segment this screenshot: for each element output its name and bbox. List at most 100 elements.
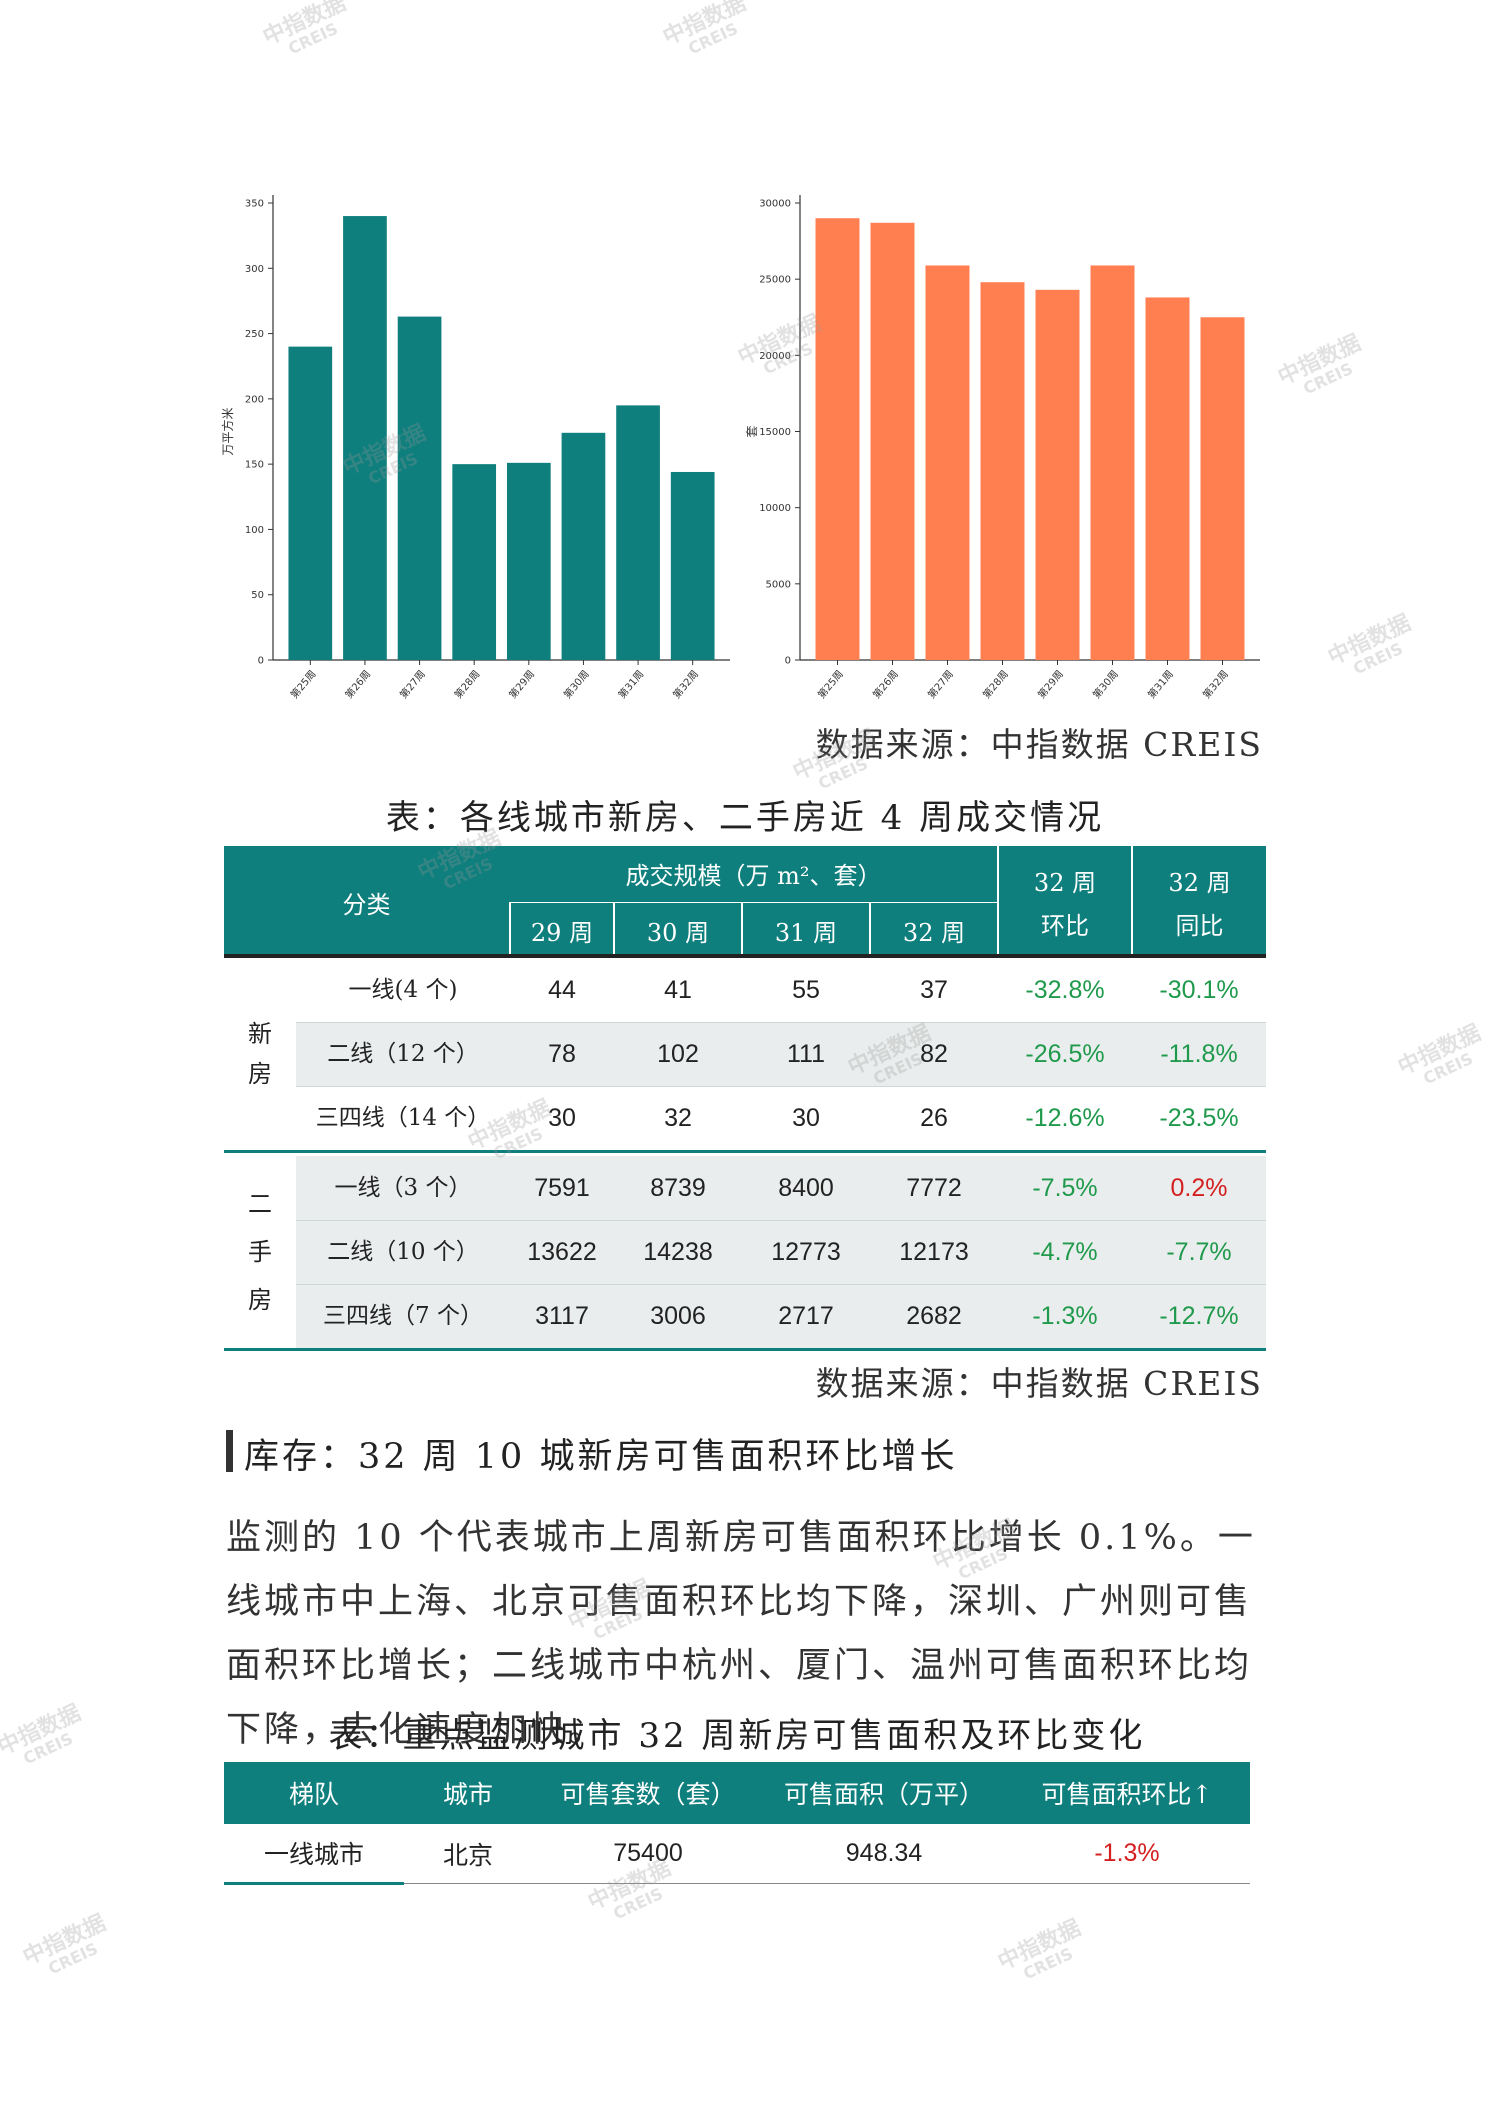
cell-mom: -32.8%: [1025, 976, 1105, 1004]
bar: [397, 316, 442, 660]
cell-yoy: -12.7%: [1159, 1302, 1239, 1330]
x-tick-label: 第26周: [870, 668, 901, 701]
row-label: 三四线（7 个）: [323, 1303, 483, 1329]
watermark: 中指数据 CREIS: [659, 0, 758, 67]
bar: [616, 405, 660, 660]
header-units: 可售套数（套）: [532, 1762, 764, 1824]
bar: [288, 346, 333, 660]
row-label: 二线（12 个）: [327, 1041, 479, 1067]
watermark-cn: 中指数据: [19, 1910, 110, 1971]
bar: [1035, 289, 1080, 660]
row-divider: [296, 1284, 1266, 1285]
bar: [561, 432, 606, 660]
table2-caption: 表：重点监测城市 32 周新房可售面积及环比变化: [328, 1716, 1146, 1756]
x-tick-label: 第29周: [506, 668, 537, 701]
cell-mom: -1.3%: [1032, 1302, 1098, 1330]
y-tick-label: 350: [245, 199, 264, 210]
cell-yoy: -7.7%: [1166, 1238, 1232, 1266]
group-char: 房: [248, 1286, 272, 1314]
cell-area: 948.34: [764, 1824, 1004, 1884]
heading-bar: [226, 1430, 233, 1472]
group-char: 房: [248, 1060, 272, 1088]
header-week-29: 29 周: [509, 902, 614, 958]
row-shading: [296, 1156, 1266, 1220]
cell: 26: [920, 1104, 948, 1132]
bar: [815, 218, 860, 660]
new-home-bar-chart: 0 50 100 150 200 250 300 350 第25周 第26周 第27周 第28周 第29…: [220, 195, 730, 701]
cell-mom: -12.6%: [1025, 1104, 1105, 1132]
watermark-en: CREIS: [1420, 1048, 1476, 1089]
x-tick-label: 第30周: [561, 668, 592, 701]
x-tick-label: 第26周: [342, 668, 373, 701]
watermark: 中指数据 CREIS: [1324, 611, 1423, 686]
y-tick-label: 5000: [766, 579, 791, 590]
bar: [1090, 265, 1135, 660]
y-tick-label: 20000: [759, 351, 791, 362]
row-divider: [296, 1022, 1266, 1023]
cell: 78: [548, 1040, 576, 1068]
y-tick-label: 10000: [759, 503, 791, 514]
watermark-cn: 中指数据: [0, 1700, 85, 1761]
section-heading: 库存：32 周 10 城新房可售面积环比增长: [244, 1437, 958, 1477]
x-tick-label: 第28周: [451, 668, 482, 701]
cell: 14238: [643, 1238, 713, 1266]
cell-area-mom: -1.3%: [1004, 1824, 1250, 1884]
cell: 8400: [778, 1174, 834, 1202]
group-label-new: 新 房: [224, 958, 296, 1150]
cell: 30: [792, 1104, 820, 1132]
cell: 41: [664, 976, 692, 1004]
row-label: 二线（10 个）: [327, 1239, 479, 1265]
y-tick-label: 30000: [759, 199, 791, 210]
group-label-second-hand: 二 手 房: [224, 1156, 296, 1348]
row-divider: [296, 1220, 1266, 1221]
watermark-cn: 中指数据: [994, 1915, 1085, 1976]
y-axis-label: 套: [745, 425, 759, 437]
data-source-1: 数据来源：中指数据 CREIS: [815, 725, 1263, 764]
watermark: 中指数据 CREIS: [19, 1910, 118, 1986]
cell: 37: [920, 976, 948, 1004]
cell-tier: 一线城市: [224, 1824, 404, 1885]
header-area-mom: 可售面积环比↑: [1004, 1762, 1250, 1824]
bar: [1200, 317, 1245, 660]
x-tick-label: 第32周: [670, 668, 701, 701]
x-tick-label: 第31周: [1145, 668, 1176, 701]
watermark: 中指数据 CREIS: [1394, 1021, 1488, 1096]
table-row: 一线（3 个） 7591 8739 8400 7772 -7.5% 0.2%: [296, 1156, 1266, 1220]
x-tick-label: 第27周: [925, 668, 956, 701]
watermark-en: CREIS: [1350, 638, 1406, 679]
cell: 12173: [899, 1238, 969, 1266]
cell-yoy: -30.1%: [1159, 976, 1239, 1004]
watermark-cn: 中指数据: [259, 0, 350, 51]
cell: 12773: [771, 1238, 841, 1266]
table1-caption: 表：各线城市新房、二手房近 4 周成交情况: [385, 798, 1105, 838]
bar: [343, 216, 387, 661]
row-label: 一线(4 个): [348, 977, 458, 1003]
watermark: 中指数据 CREIS: [0, 1700, 92, 1776]
group-divider: [224, 1150, 1266, 1153]
header-week-30: 30 周: [613, 902, 742, 958]
header-yoy-1: 32 周: [1131, 846, 1267, 902]
header-bottom-rule: [224, 954, 1266, 958]
cell: 44: [548, 976, 576, 1004]
bar: [506, 462, 551, 660]
bar: [925, 265, 970, 660]
y-tick-label: 300: [245, 264, 264, 275]
watermark: 中指数据 CREIS: [1274, 330, 1373, 406]
watermark-en: CREIS: [45, 1938, 101, 1979]
watermark-cn: 中指数据: [1274, 330, 1365, 391]
cell: 32: [664, 1104, 692, 1132]
header-week-31: 31 周: [741, 902, 870, 958]
header-area: 可售面积（万平）: [764, 1762, 1004, 1824]
bar: [870, 222, 915, 660]
header-mom-2: 环比: [997, 902, 1133, 958]
watermark-en: CREIS: [1020, 1943, 1076, 1984]
header-scale: 成交规模（万 m²、套）: [510, 846, 999, 903]
y-tick-label: 50: [251, 590, 264, 601]
cell: 7772: [906, 1174, 962, 1202]
table-row: 一线城市 北京 75400 948.34 -1.3%: [224, 1824, 1250, 1885]
watermark-en: CREIS: [285, 18, 341, 59]
header-tier: 梯队: [224, 1762, 404, 1824]
table-row: 二线（12 个） 78 102 111 82 -26.5% -11.8%: [296, 1022, 1266, 1086]
watermark: 中指数据 CREIS: [994, 1915, 1093, 1991]
